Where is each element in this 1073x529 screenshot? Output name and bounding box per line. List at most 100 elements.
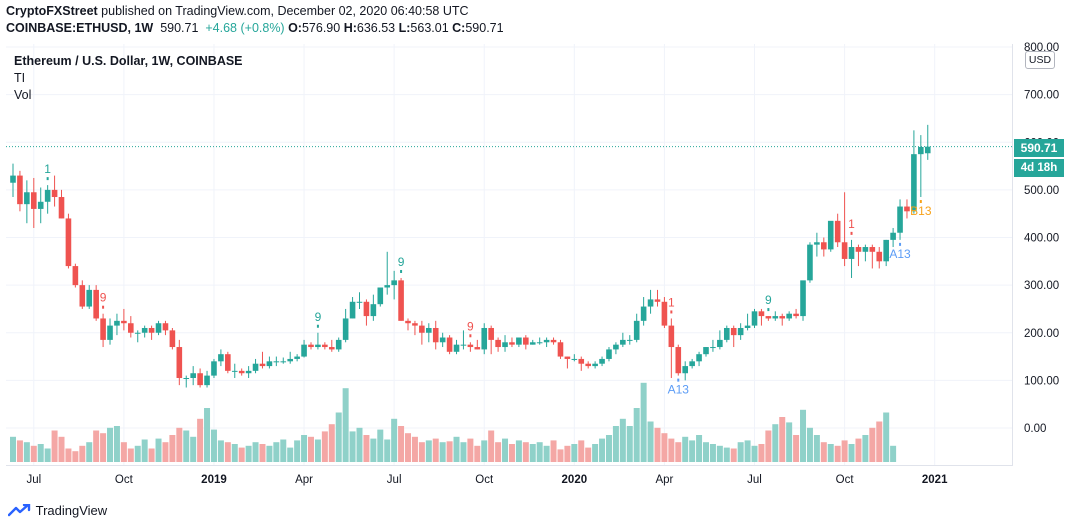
candle[interactable] [17,170,23,212]
candle[interactable] [44,185,51,214]
candle[interactable] [696,351,702,367]
candle[interactable] [100,313,106,348]
candle[interactable] [405,318,411,331]
candle[interactable] [564,356,571,369]
candle[interactable] [308,342,314,350]
candle[interactable] [65,213,72,269]
candle[interactable] [10,163,16,198]
candle[interactable] [474,339,481,350]
candle[interactable] [675,344,682,376]
candle[interactable] [460,330,467,350]
candle[interactable] [599,356,605,367]
candle[interactable] [529,339,536,345]
candle[interactable] [550,337,557,345]
candle[interactable] [155,320,162,336]
candle[interactable] [141,325,148,338]
candle[interactable] [647,289,654,314]
candle[interactable] [114,313,120,336]
candle[interactable] [349,297,356,319]
candle[interactable] [827,220,834,252]
candle[interactable] [585,361,591,369]
candle[interactable] [814,232,820,257]
candle[interactable] [848,239,855,278]
candle[interactable] [592,361,598,369]
candle[interactable] [190,366,196,386]
candle[interactable] [744,313,751,331]
candle[interactable] [536,337,543,345]
candle[interactable] [654,289,661,307]
candle[interactable] [162,320,169,336]
publisher-name[interactable]: CryptoFXStreet [6,4,98,18]
candle[interactable] [834,213,841,248]
candle[interactable] [883,239,889,267]
candle[interactable] [398,277,404,321]
candle[interactable] [710,339,716,352]
candle[interactable] [911,130,917,214]
candle[interactable] [918,135,924,198]
candle[interactable] [467,342,474,352]
candle[interactable] [640,297,647,326]
candle[interactable] [633,313,640,343]
candle[interactable] [356,292,363,309]
candle[interactable] [758,308,765,326]
candle[interactable] [107,318,113,345]
candle[interactable] [786,311,792,321]
candle[interactable] [523,335,529,350]
candle[interactable] [412,320,418,336]
candle[interactable] [342,308,349,343]
candle[interactable] [266,356,273,369]
candle[interactable] [322,342,328,350]
candle[interactable] [259,351,266,369]
candle[interactable] [613,342,619,355]
candle[interactable] [453,339,460,355]
candle[interactable] [821,237,827,257]
candle[interactable] [294,354,300,362]
candle[interactable] [661,297,668,328]
candle[interactable] [717,330,723,350]
candle[interactable] [231,363,238,378]
candle[interactable] [176,339,183,386]
candle[interactable] [557,339,564,359]
candle[interactable] [51,175,58,207]
candle[interactable] [737,323,744,340]
candle[interactable] [419,320,425,345]
candle[interactable] [682,361,689,381]
candle[interactable] [183,375,190,388]
candle[interactable] [502,335,508,352]
candle[interactable] [79,280,86,309]
candle[interactable] [225,351,231,374]
candle[interactable] [890,227,896,248]
candle[interactable] [446,335,453,355]
candle[interactable] [876,247,883,269]
candle[interactable] [862,244,869,262]
candle[interactable] [578,356,585,371]
candle[interactable] [211,358,217,378]
candle[interactable] [924,124,931,160]
candle[interactable] [723,325,730,343]
candle[interactable] [335,337,342,352]
candle[interactable] [779,313,786,326]
candle[interactable] [273,356,280,367]
candle[interactable] [148,325,155,340]
candle[interactable] [772,311,779,321]
candle[interactable] [800,280,806,321]
candle[interactable] [897,199,903,240]
candle[interactable] [509,337,515,348]
candle[interactable] [328,339,335,352]
candle[interactable] [516,337,522,348]
candle[interactable] [204,370,210,388]
candle[interactable] [134,330,141,343]
candle[interactable] [384,251,391,295]
candle[interactable] [86,285,93,309]
candle[interactable] [439,332,446,348]
currency-button[interactable]: USD [1025,51,1055,69]
candle[interactable] [315,332,321,350]
candle[interactable] [128,316,134,338]
candle[interactable] [620,332,626,348]
candle[interactable] [363,299,370,326]
candle[interactable] [571,354,578,362]
candle[interactable] [869,244,876,269]
candle[interactable] [169,327,176,350]
candle[interactable] [904,199,910,219]
candle[interactable] [426,323,432,343]
